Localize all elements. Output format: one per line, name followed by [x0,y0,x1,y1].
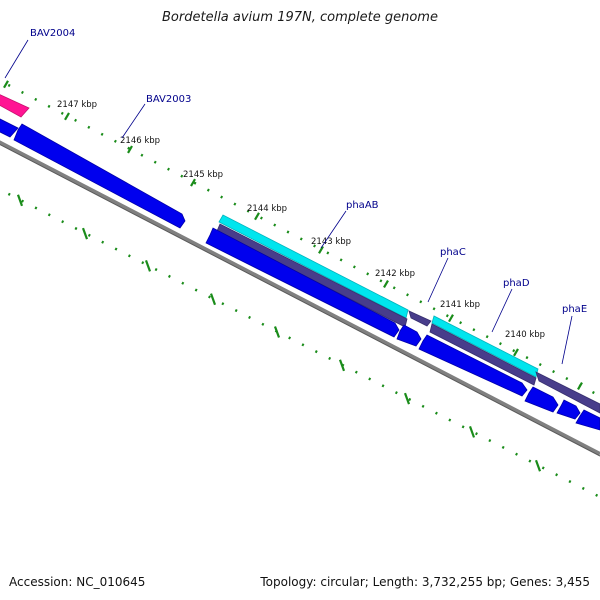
tick-label: 2142 kbp [375,269,415,279]
genome-backbone [0,140,600,456]
cds-arrow-phac[interactable] [418,334,528,397]
rna-feature-bav2004[interactable] [0,91,30,118]
inner-major-ticks [16,194,542,472]
outer-major-tick [448,314,454,323]
gene-label-phac[interactable]: phaC [440,247,466,258]
cds-phaab[interactable] [218,214,409,319]
tick-label: 2143 kbp [311,237,351,247]
inner-major-tick [403,392,411,405]
tick-label: 2140 kbp [505,330,545,340]
tick-label: 2141 kbp [440,300,480,310]
cds-arrow-phac-small[interactable] [396,324,422,347]
cds-phac[interactable] [408,310,432,327]
outer-major-tick [64,112,70,121]
inner-ruler-dots [0,188,600,499]
gene-label-phaab[interactable]: phaAB [346,200,379,211]
outer-major-ticks [3,80,583,390]
outer-major-tick [577,381,583,390]
tick-label: 2146 kbp [120,136,160,146]
inner-major-tick [534,459,542,472]
gene-label-bav2003[interactable]: BAV2003 [146,94,191,105]
genome-summary-text: Topology: circular; Length: 3,732,255 bp… [260,575,590,589]
cds-arrow-bav2003[interactable] [13,123,186,229]
cds-arrow-phad[interactable] [524,386,559,413]
gene-label-group: BAV2004 BAV2003 phaAB phaC phaD phaE [4,28,587,365]
genome-backbone-shadow [0,144,600,457]
outer-major-tick [318,245,324,254]
outer-major-tick [513,348,519,357]
inner-major-tick [209,293,217,306]
inner-major-tick [273,326,281,338]
gene-label-leader [427,257,449,303]
outer-major-tick [254,212,260,221]
tick-labels: 2147 kbp 2146 kbp 2145 kbp 2144 kbp 2143 kbp… [57,100,545,340]
inner-major-tick [468,426,476,438]
gene-label-leader [320,210,347,249]
cds-arrow-phaab[interactable] [205,227,400,338]
tick-label: 2144 kbp [247,204,287,214]
gene-label-bav2004[interactable]: BAV2004 [30,28,75,39]
gene-label-leader [491,288,513,333]
tick-label: 2147 kbp [57,100,97,110]
cds-phaab-operon[interactable] [216,223,408,328]
outer-ruler [0,79,600,398]
gene-label-phae[interactable]: phaE [562,304,587,315]
cds-phad[interactable] [535,371,600,414]
inner-major-tick [16,194,24,207]
inner-major-tick [338,359,346,372]
cds-arrow-next[interactable] [575,409,600,431]
gene-label-leader [121,103,146,139]
outer-ruler-dots [0,79,600,398]
inner-major-tick [144,259,152,272]
outer-major-tick [3,80,9,89]
cds-phac-operon[interactable] [429,323,537,386]
outer-major-tick [190,178,196,187]
outer-major-tick [383,280,389,289]
map-title: Bordetella avium 197N, complete genome [162,10,438,25]
outer-major-tick [127,145,133,154]
gene-label-phad[interactable]: phaD [503,278,530,289]
gene-label-leader [4,39,29,79]
cds-arrow-phae[interactable] [556,399,581,420]
cds-arrow-bav2004[interactable] [0,115,19,138]
inner-ruler [0,188,600,499]
gene-label-leader [561,315,573,365]
cds-phac-highlight[interactable] [431,315,539,378]
accession-text: Accession: NC_010645 [9,575,146,589]
tick-label: 2145 kbp [183,170,223,180]
inner-major-tick [81,227,89,240]
